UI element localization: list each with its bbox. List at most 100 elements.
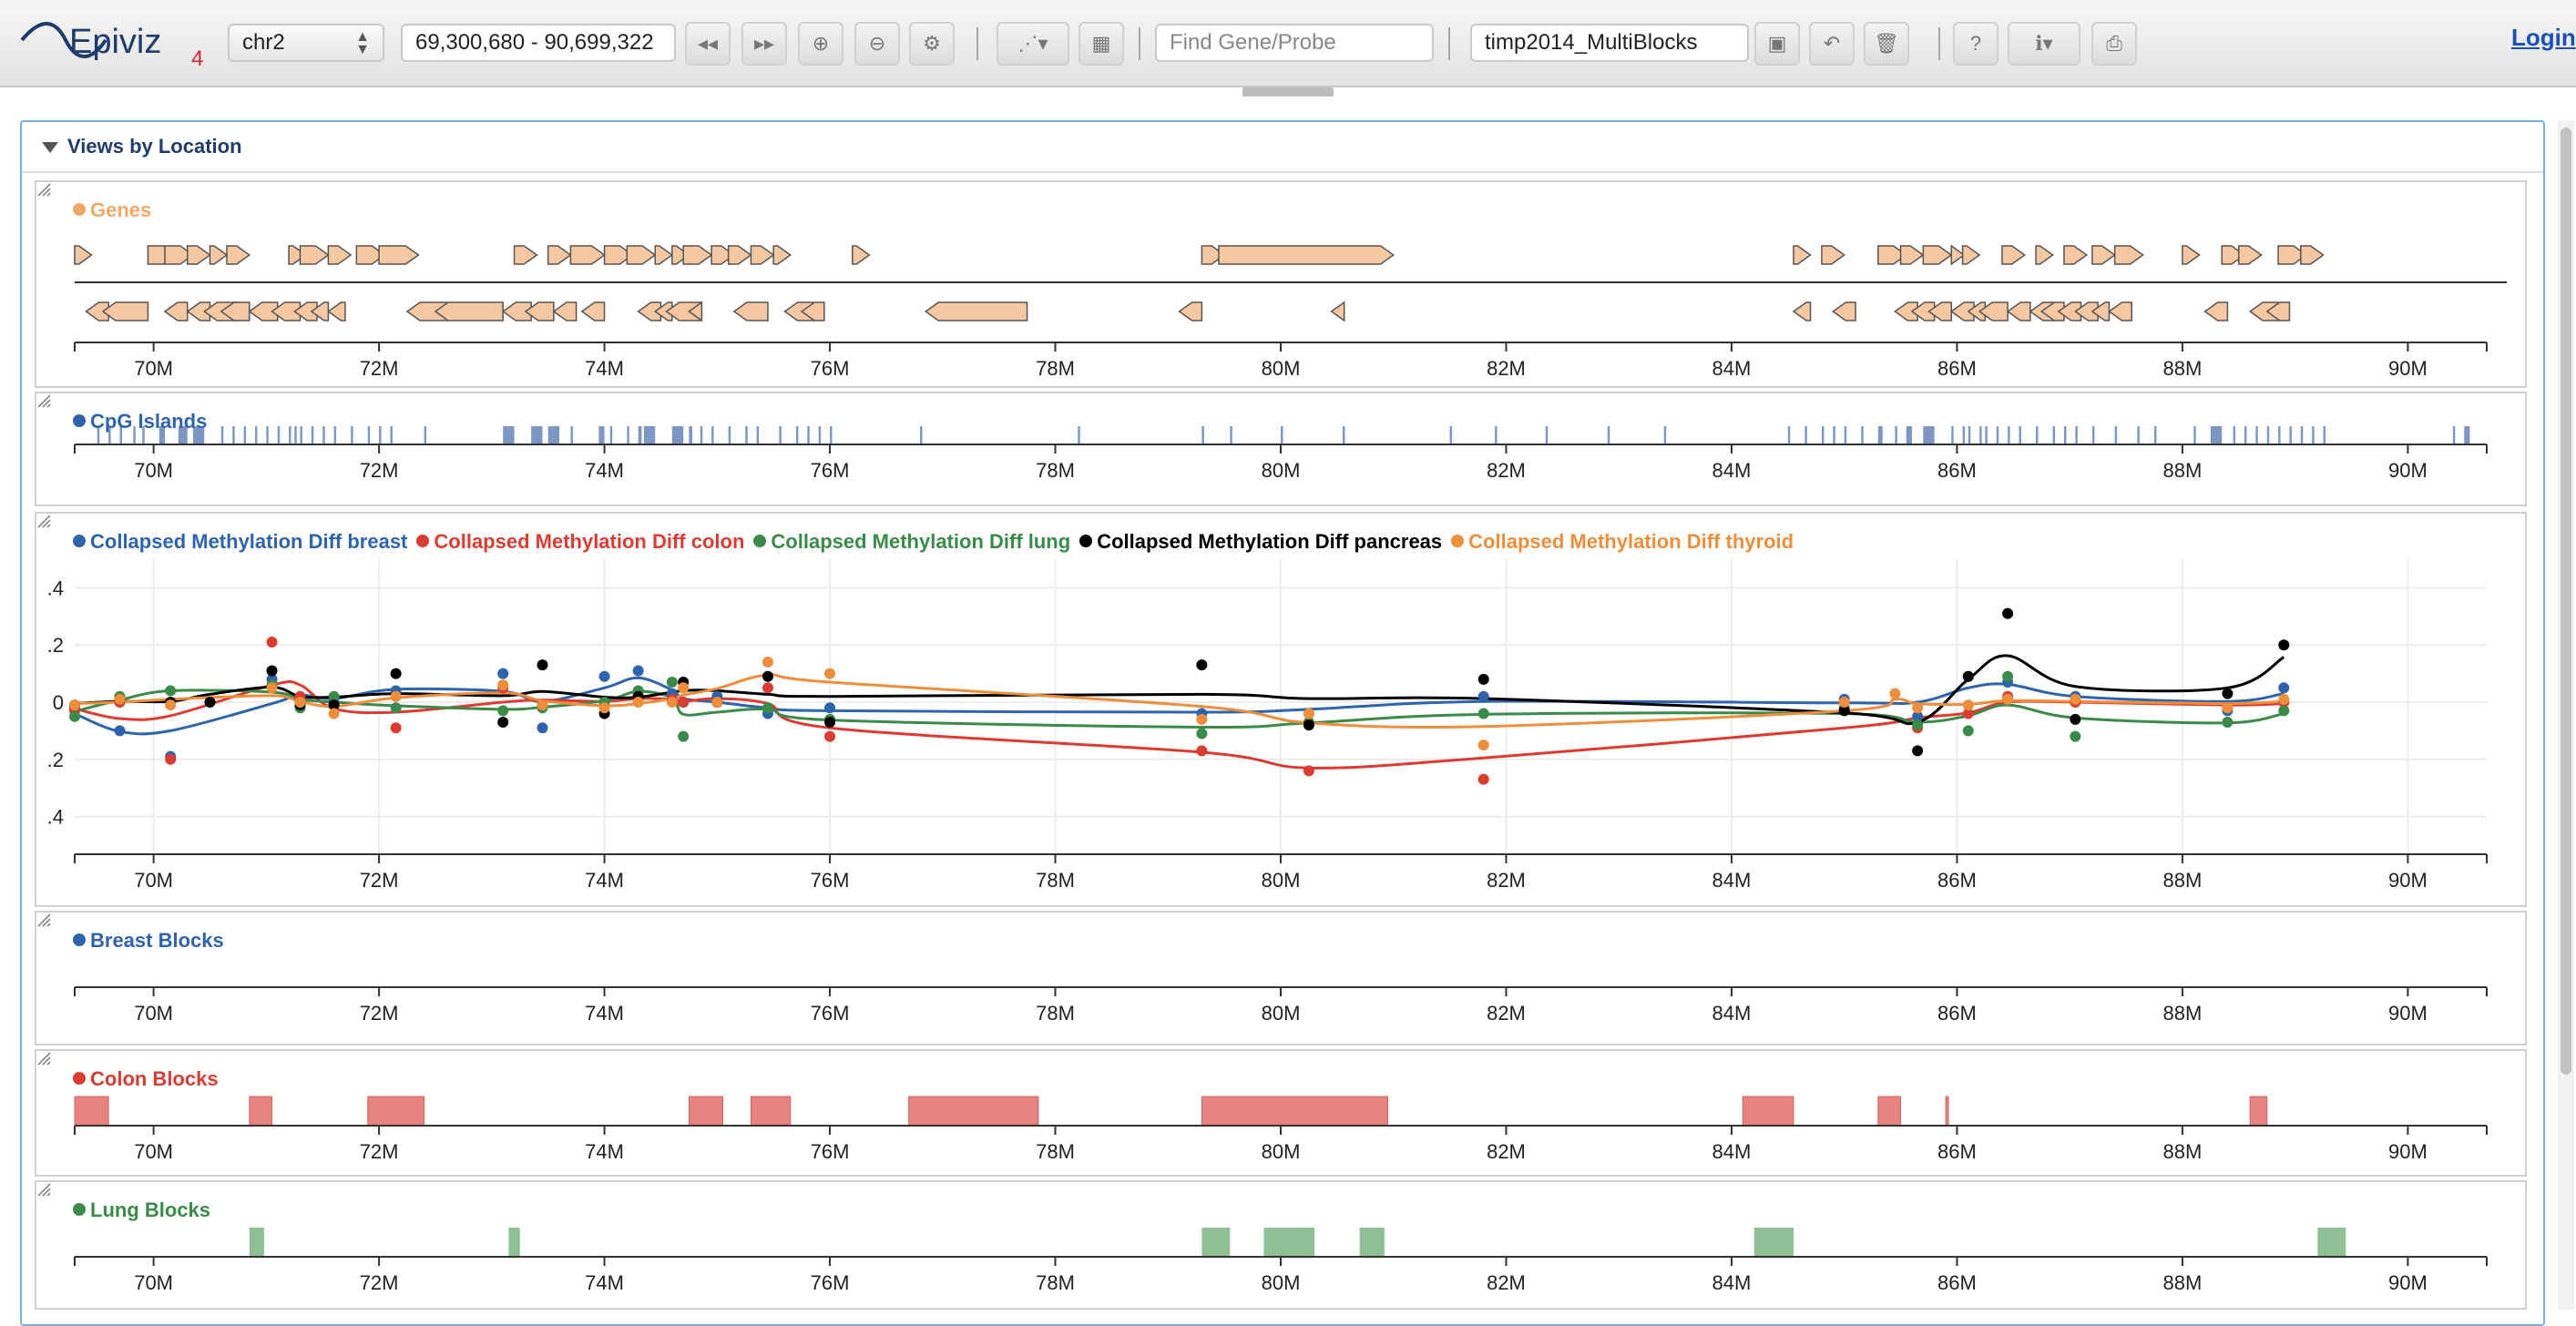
grid-button[interactable]: ▦	[1078, 22, 1124, 66]
logo-text: Epiviz	[69, 23, 161, 61]
gene-glyph	[682, 245, 713, 265]
block-region	[2317, 1228, 2346, 1257]
cpg-island	[2312, 426, 2315, 444]
data-point	[2002, 670, 2014, 682]
colon-blocks-track[interactable]: 70M 72M 74M 76M 78M 80M 82M 84M 86M 88M 90M Colon …	[35, 1049, 2527, 1177]
gene-glyph	[772, 245, 792, 265]
revert-workspace-button[interactable]: ↶	[1809, 22, 1855, 66]
gene-glyph	[852, 245, 871, 265]
login-link[interactable]: Login	[2511, 24, 2576, 51]
cpg-island	[1821, 426, 1825, 444]
gene-glyph	[750, 245, 775, 265]
y-tick-label: .4	[47, 576, 64, 599]
gene-glyph	[1201, 245, 1226, 265]
breast-blocks-track[interactable]: 70M 72M 74M 76M 78M 80M 82M 84M 86M 88M 90M Breast…	[35, 911, 2527, 1046]
data-point	[2070, 693, 2081, 705]
save-workspace-button[interactable]: ▣	[1754, 22, 1800, 66]
methylation-diff-track[interactable]: .4 .2 0 .2 .4 70M 72M 74M 76M 78M 80M 82M 84M 86M 88M 9…	[35, 512, 2527, 907]
x-tick-label: 84M	[1712, 1140, 1752, 1163]
panel-header[interactable]: Views by Location	[22, 122, 2543, 173]
cpg-island	[311, 426, 314, 444]
cpg-island	[390, 426, 393, 444]
legend-label: Breast Blocks	[90, 929, 224, 952]
gene-glyph	[547, 245, 572, 265]
cpg-island	[1877, 426, 1883, 444]
cpg-island	[1951, 426, 1954, 444]
y-tick-label: .2	[47, 749, 64, 771]
y-tick-label: .4	[47, 806, 64, 829]
resize-handle-icon[interactable]	[36, 913, 51, 927]
cpg-islands-track[interactable]: 70M 72M 74M 76M 78M 80M 82M 84M 86M 88M 90M CpG Is…	[35, 392, 2527, 506]
resize-handle-icon[interactable]	[36, 182, 51, 197]
lung-blocks-plot[interactable]: 70M 72M 74M 76M 78M 80M 82M 84M 86M 88M 90M	[36, 1182, 2527, 1310]
x-tick-label: 72M	[360, 459, 399, 482]
gene-glyph	[1793, 245, 1812, 265]
x-tick-label: 86M	[1937, 459, 1977, 482]
info-menu-button[interactable]: ℹ▾	[2008, 22, 2080, 66]
gene-glyph	[732, 301, 769, 321]
toolbar-separator	[1139, 27, 1140, 60]
resize-handle-icon[interactable]	[36, 1051, 51, 1066]
help-button[interactable]: ?	[1953, 22, 1998, 66]
data-point	[390, 722, 402, 734]
cpg-island	[2278, 426, 2281, 444]
methylation-diff-plot[interactable]: .4 .2 0 .2 .4 70M 72M 74M 76M 78M 80M 82M 84M 86M 88M 9…	[36, 514, 2527, 907]
x-tick-label: 90M	[2388, 1140, 2428, 1163]
cpg-island	[1861, 426, 1864, 444]
lung-blocks-track[interactable]: 70M 72M 74M 76M 78M 80M 82M 84M 86M 88M 90M Lung B…	[35, 1180, 2527, 1310]
chromosome-select[interactable]: chr2 ▲ ▼	[228, 24, 384, 62]
find-gene-input[interactable]: Find Gene/Probe	[1155, 24, 1434, 62]
data-point	[165, 753, 177, 765]
x-tick-label: 88M	[2163, 1140, 2203, 1163]
data-point	[1477, 673, 1489, 685]
x-tick-label: 90M	[2388, 1002, 2428, 1025]
zoom-in-button[interactable]: ⊕	[798, 22, 843, 66]
screenshot-button[interactable]: ⎙	[2091, 22, 2137, 66]
data-point	[762, 670, 773, 682]
epiviz-logo[interactable]: Epiviz 4	[18, 13, 210, 73]
data-point	[666, 677, 678, 688]
cpg-island	[192, 426, 205, 444]
block-region	[367, 1096, 425, 1127]
add-plot-menu-button[interactable]: ⋰▾	[997, 22, 1069, 66]
move-left-button[interactable]: ◂◂	[685, 22, 731, 66]
settings-button[interactable]: ⚙	[909, 22, 955, 66]
legend-dot	[73, 535, 86, 547]
block-region	[1201, 1096, 1389, 1127]
x-tick-label: 82M	[1487, 869, 1526, 892]
x-tick-label: 86M	[1937, 1271, 1977, 1294]
data-point	[2278, 682, 2290, 694]
data-point	[69, 710, 80, 722]
move-right-button[interactable]: ▸▸	[741, 22, 787, 66]
data-point	[2002, 607, 2014, 619]
collapse-caret-icon[interactable]	[42, 142, 58, 153]
cpg-island	[2300, 426, 2304, 444]
gene-glyph	[2113, 245, 2144, 265]
gene-glyph	[1218, 245, 1395, 265]
x-tick-label: 86M	[1937, 357, 1977, 380]
gene-glyph	[671, 245, 690, 265]
zoom-out-button[interactable]: ⊖	[854, 22, 900, 66]
x-tick-label: 74M	[585, 357, 624, 380]
gene-glyph	[2203, 301, 2229, 321]
location-input[interactable]: 69,300,680 - 90,699,322	[401, 24, 676, 62]
breast-blocks-plot[interactable]: 70M 72M 74M 76M 78M 80M 82M 84M 86M 88M 90M	[36, 913, 2527, 1046]
toolbar-resize-grip[interactable]	[1242, 87, 1334, 97]
toolbar-separator	[1448, 27, 1450, 60]
x-tick-label: 70M	[134, 357, 173, 380]
x-tick-label: 88M	[2163, 1002, 2203, 1025]
resize-handle-icon[interactable]	[36, 1182, 51, 1197]
gene-glyph	[378, 245, 420, 265]
genes-track-plot[interactable]: 70M 72M 74M 76M 78M 80M 82M 84M 86M 88M 90M	[36, 182, 2527, 388]
genes-track[interactable]: 70M 72M 74M 76M 78M 80M 82M 84M 86M 88M 90M Genes	[35, 180, 2527, 388]
resize-handle-icon[interactable]	[36, 514, 51, 528]
data-point	[266, 637, 278, 648]
colon-blocks-plot[interactable]: 70M 72M 74M 76M 78M 80M 82M 84M 86M 88M 90M	[36, 1051, 2527, 1177]
resize-handle-icon[interactable]	[36, 393, 51, 408]
x-tick-label: 76M	[811, 869, 850, 892]
delete-workspace-button[interactable]: 🗑	[1864, 22, 1909, 66]
cpg-island	[1979, 426, 1982, 444]
page-scrollbar-thumb[interactable]	[2561, 128, 2571, 1075]
cpg-islands-plot[interactable]: 70M 72M 74M 76M 78M 80M 82M 84M 86M 88M 90M	[36, 393, 2527, 506]
workspace-name-input[interactable]: timp2014_MultiBlocks	[1470, 24, 1749, 62]
